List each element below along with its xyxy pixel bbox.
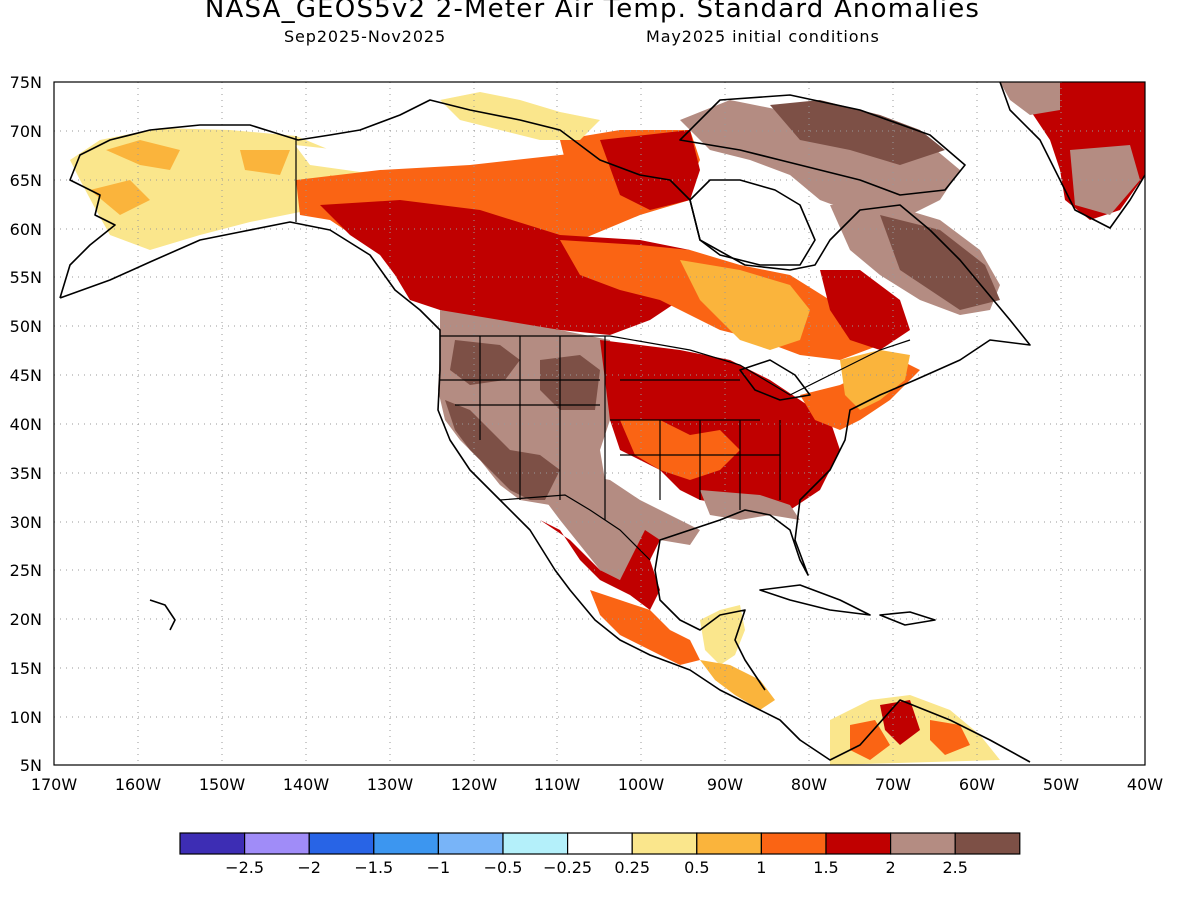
colorbar-swatch	[502, 832, 569, 855]
lat-label: 5N	[20, 756, 42, 775]
coast-hudson-bay	[689, 179, 816, 266]
colorbar-label: −0.25	[543, 858, 592, 877]
coast-greenland	[999, 82, 1145, 229]
lon-label: 140W	[283, 775, 330, 794]
map-frame	[53, 81, 1146, 766]
region-ontario-pale	[680, 260, 810, 350]
colorbar-label: 0.5	[684, 858, 709, 877]
region-canada-red	[320, 200, 700, 335]
region-labrador-brown	[880, 215, 1000, 310]
lat-label: 10N	[10, 708, 42, 727]
lat-label: 45N	[10, 366, 42, 385]
colorbar-swatch	[825, 832, 892, 855]
region-baffin-brown	[770, 100, 945, 165]
lon-label: 90W	[707, 775, 743, 794]
lat-label: 25N	[10, 561, 42, 580]
lat-label: 20N	[10, 610, 42, 629]
lon-label: 40W	[1127, 775, 1163, 794]
border-us-states	[440, 336, 781, 520]
region-mexico-red	[540, 520, 660, 610]
region-arctic-pale	[440, 92, 600, 140]
region-quebec-red	[820, 270, 910, 350]
colorbar-swatches	[179, 832, 1021, 855]
region-alaska-rim	[90, 140, 395, 215]
lon-label: 160W	[115, 775, 162, 794]
colorbar-swatch	[696, 832, 762, 855]
colorbar-swatch	[437, 832, 504, 855]
coast-hawaii	[149, 599, 176, 631]
coastline-layer	[59, 82, 1145, 763]
lon-label: 50W	[1043, 775, 1079, 794]
lon-label: 80W	[791, 775, 827, 794]
border-us-mexico	[499, 494, 651, 561]
region-texas-tan	[545, 470, 700, 580]
region-southamerica-orange	[850, 720, 970, 760]
colorbar-swatch	[244, 832, 310, 855]
lat-label: 75N	[10, 73, 42, 92]
colorbar-swatch	[889, 832, 956, 855]
colorbar-labels: −2.5 −2 −1.5 −1 −0.5 −0.25 0.25 0.5 1 1.5 2 2.5	[225, 858, 968, 877]
lon-label: 70W	[875, 775, 911, 794]
colorbar-swatch	[373, 832, 439, 855]
region-mexico-orange	[590, 590, 700, 665]
colorbar-label: −2.5	[225, 858, 264, 877]
colorbar-label: −0.5	[484, 858, 523, 877]
colorbar-label: 2	[886, 858, 896, 877]
region-yucatan-pale	[700, 605, 745, 665]
colorbar-label: 2.5	[942, 858, 967, 877]
lat-label: 40N	[10, 415, 42, 434]
colorbar-label: −2	[297, 858, 321, 877]
coast-north-america	[59, 99, 1031, 763]
lon-label: 110W	[534, 775, 581, 794]
lon-label: 170W	[31, 775, 78, 794]
coast-great-lakes	[739, 359, 811, 401]
initial-conditions: May2025 initial conditions	[646, 27, 880, 46]
lon-label: 60W	[959, 775, 995, 794]
colorbar-label: 1.5	[813, 858, 838, 877]
colorbar-label: 0.25	[614, 858, 650, 877]
colorbar-swatch	[954, 832, 1021, 855]
colorbar-swatch	[308, 832, 375, 855]
lon-label: 120W	[451, 775, 498, 794]
coast-cuba	[759, 584, 871, 616]
lat-label: 35N	[10, 464, 42, 483]
lat-label: 60N	[10, 220, 42, 239]
region-greenland-tan	[1000, 82, 1140, 215]
region-plains-orange	[620, 420, 740, 480]
anomaly-fill-layer	[70, 82, 1145, 765]
lat-label: 65N	[10, 171, 42, 190]
colorbar-swatch	[760, 832, 827, 855]
lat-label: 50N	[10, 317, 42, 336]
lat-label: 55N	[10, 268, 42, 287]
forecast-period: Sep2025-Nov2025	[284, 27, 447, 46]
lat-label: 15N	[10, 659, 42, 678]
lon-label: 150W	[199, 775, 246, 794]
region-centralamerica-orange	[700, 660, 775, 710]
lon-label: 130W	[367, 775, 414, 794]
lat-label: 70N	[10, 122, 42, 141]
map-title: NASA_GEOS5v2 2-Meter Air Temp. Standard …	[204, 0, 981, 24]
colorbar-label: 1	[756, 858, 766, 877]
colorbar-swatch	[631, 832, 698, 855]
longitude-labels: 170W 160W 150W 140W 130W 120W 110W 100W …	[31, 775, 1163, 794]
region-yukon-white	[295, 145, 410, 172]
coast-baffin	[679, 94, 966, 196]
lon-label: 100W	[618, 775, 665, 794]
colorbar-label: −1.5	[354, 858, 393, 877]
political-borders	[295, 136, 911, 561]
region-southeast-tan	[700, 490, 800, 520]
border-us-canada	[440, 335, 911, 396]
colorbar-label: −1	[427, 858, 451, 877]
colorbar-swatch	[179, 832, 246, 855]
coast-hispaniola	[879, 611, 936, 626]
colorbar-swatch	[566, 832, 633, 855]
region-arctic-red	[600, 130, 700, 210]
region-hudson-white	[690, 180, 815, 270]
latitude-labels: 75N 70N 65N 60N 55N 50N 45N 40N 35N 30N …	[10, 73, 42, 775]
lat-label: 30N	[10, 513, 42, 532]
